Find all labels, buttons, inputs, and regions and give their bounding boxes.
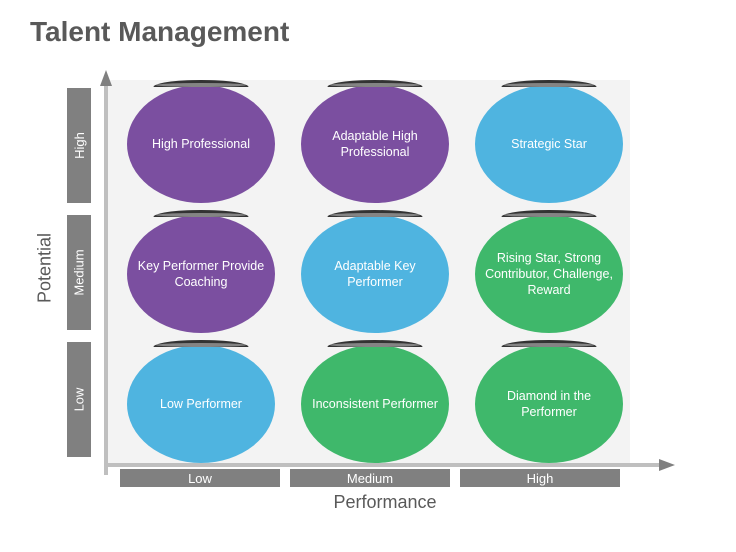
talent-bubble: Strategic Star	[475, 85, 623, 203]
y-axis-title: Potential	[35, 232, 56, 302]
y-axis-arrow	[100, 70, 112, 475]
talent-bubble: Inconsistent Performer	[301, 345, 449, 463]
x-axis-title: Performance	[333, 492, 436, 513]
nine-box-chart: Potential Performance High Medium Low Lo…	[105, 70, 665, 465]
talent-bubble: Key Performer Provide Coaching	[127, 215, 275, 333]
talent-bubble: Adaptable High Professional	[301, 85, 449, 203]
y-label-medium: Medium	[67, 215, 91, 330]
talent-bubble: Rising Star, Strong Contributor, Challen…	[475, 215, 623, 333]
talent-bubble: Adaptable Key Performer	[301, 215, 449, 333]
talent-bubble: High Professional	[127, 85, 275, 203]
grid-cell: Low Performer	[120, 345, 282, 463]
x-label-high: High	[460, 469, 620, 487]
grid-cell: Strategic Star	[468, 85, 630, 203]
x-label-low: Low	[120, 469, 280, 487]
x-label-medium: Medium	[290, 469, 450, 487]
talent-bubble: Diamond in the Performer	[475, 345, 623, 463]
grid-cell: Key Performer Provide Coaching	[120, 215, 282, 333]
grid-cell: Adaptable High Professional	[294, 85, 456, 203]
grid-cell: Rising Star, Strong Contributor, Challen…	[468, 215, 630, 333]
grid-cell: Diamond in the Performer	[468, 345, 630, 463]
y-label-low: Low	[67, 342, 91, 457]
grid-cell: Inconsistent Performer	[294, 345, 456, 463]
y-label-high: High	[67, 88, 91, 203]
page-title: Talent Management	[30, 16, 289, 48]
grid-cell: High Professional	[120, 85, 282, 203]
grid-cell: Adaptable Key Performer	[294, 215, 456, 333]
nine-box-grid: High ProfessionalAdaptable High Professi…	[120, 85, 630, 460]
talent-bubble: Low Performer	[127, 345, 275, 463]
